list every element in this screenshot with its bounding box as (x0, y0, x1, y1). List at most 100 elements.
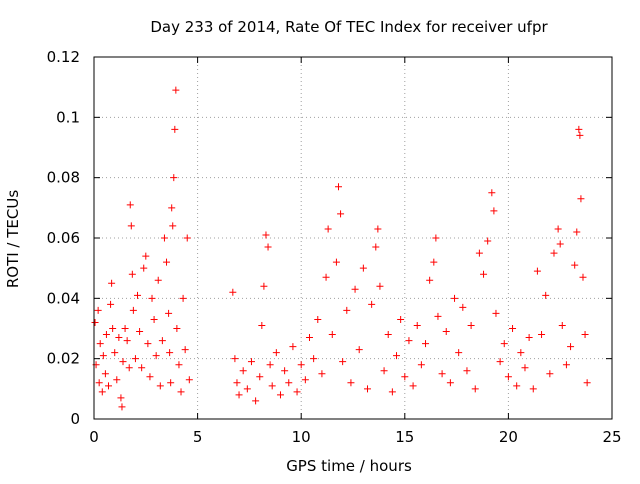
data-point (525, 334, 533, 342)
chart-title: Day 233 of 2014, Rate Of TEC Index for r… (150, 18, 548, 36)
data-point (355, 346, 363, 354)
data-point (111, 349, 119, 357)
data-point (134, 291, 142, 299)
data-point (301, 376, 309, 384)
data-point (101, 370, 109, 378)
data-point (490, 207, 498, 215)
x-tick-label: 5 (193, 428, 203, 446)
data-point (94, 306, 102, 314)
data-point (272, 349, 280, 357)
data-point (577, 195, 585, 203)
data-point (260, 282, 268, 290)
data-point (422, 340, 430, 348)
data-point (384, 331, 392, 339)
data-point (123, 337, 131, 345)
data-point (538, 331, 546, 339)
data-point (126, 201, 134, 209)
data-point (166, 349, 174, 357)
data-point (413, 321, 421, 329)
data-point (285, 379, 293, 387)
y-tick-label: 0.04 (47, 289, 80, 307)
data-point (154, 276, 162, 284)
y-tick-label: 0.02 (47, 350, 80, 368)
data-point (163, 258, 171, 266)
x-axis-label: GPS time / hours (286, 457, 412, 475)
x-tick-label: 20 (499, 428, 518, 446)
data-point (430, 258, 438, 266)
data-point (167, 379, 175, 387)
data-point (148, 294, 156, 302)
data-point (96, 340, 104, 348)
data-point (293, 388, 301, 396)
data-point (165, 309, 173, 317)
data-point (109, 325, 117, 332)
data-point (125, 364, 133, 372)
data-point (562, 361, 570, 369)
data-point (339, 358, 347, 366)
data-point (372, 243, 380, 251)
data-point (318, 370, 326, 378)
data-point (102, 331, 110, 339)
data-point (405, 337, 413, 345)
data-point (573, 228, 581, 236)
data-point (521, 364, 529, 372)
data-point (484, 237, 492, 245)
data-point (328, 331, 336, 339)
data-point (235, 391, 243, 399)
data-point (567, 343, 575, 351)
ticks-layer: 0 5 10 15 20 25 0 0.02 0.04 0.06 0.08 0.1 0.12 (47, 48, 622, 446)
data-point (576, 131, 584, 139)
data-point (231, 355, 239, 363)
data-point (374, 225, 382, 233)
data-point (140, 264, 148, 272)
data-point (175, 361, 183, 369)
data-point (169, 222, 177, 230)
data-point (417, 361, 425, 369)
data-point (581, 331, 589, 339)
y-tick-label: 0.08 (47, 169, 80, 187)
data-point (500, 340, 508, 348)
data-point (146, 373, 154, 381)
data-point (95, 379, 103, 387)
data-point (368, 300, 376, 308)
data-point (142, 252, 150, 260)
data-point (117, 394, 125, 402)
data-point (138, 364, 146, 372)
data-point (158, 337, 166, 345)
data-point (438, 370, 446, 378)
data-point (451, 294, 459, 302)
data-point (583, 379, 591, 387)
data-point (517, 349, 525, 357)
y-tick-label: 0 (70, 410, 80, 428)
data-point (492, 309, 500, 317)
data-point (179, 294, 187, 302)
data-point (364, 385, 372, 393)
data-point (129, 306, 137, 314)
data-point (144, 340, 152, 348)
data-point (509, 325, 517, 332)
data-point (332, 258, 340, 266)
data-point (401, 373, 409, 381)
data-point (426, 276, 434, 284)
data-point (347, 379, 355, 387)
data-point (281, 367, 289, 375)
data-point (579, 273, 587, 281)
data-point (442, 328, 450, 336)
data-point (108, 279, 116, 287)
data-point (554, 225, 562, 233)
data-point (467, 321, 475, 329)
data-point (455, 349, 463, 357)
data-point (173, 325, 181, 332)
data-point (229, 288, 237, 296)
grid-layer (94, 57, 612, 419)
data-point (172, 86, 180, 94)
data-point (247, 358, 255, 366)
data-point (105, 382, 113, 390)
data-point (558, 321, 566, 329)
x-tick-label: 10 (292, 428, 311, 446)
data-point (233, 379, 241, 387)
data-point (409, 382, 417, 390)
data-point (268, 382, 276, 390)
data-point (99, 352, 107, 360)
